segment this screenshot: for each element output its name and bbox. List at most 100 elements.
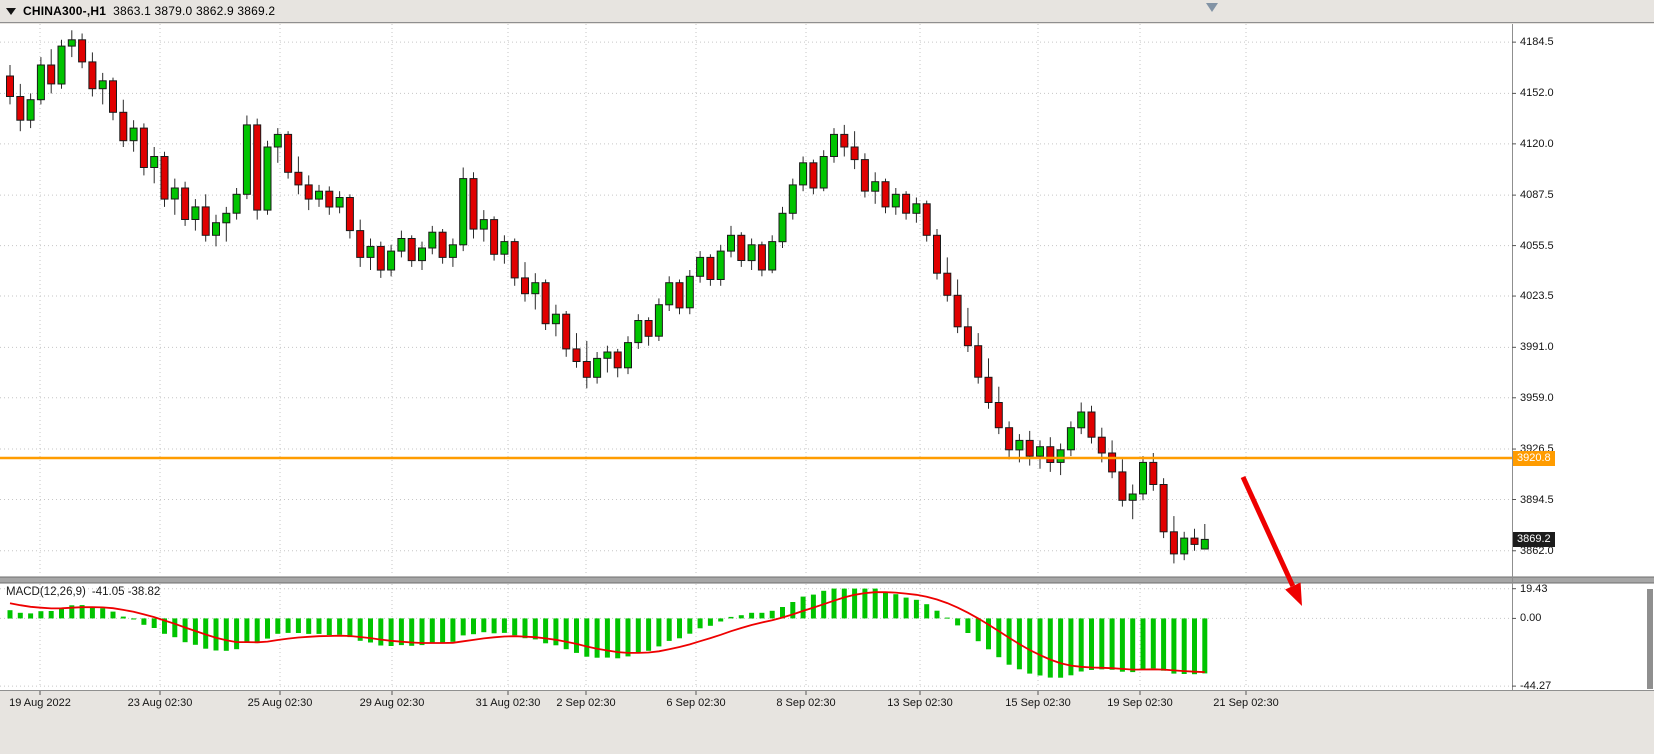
macd-histogram-bar [790,602,796,619]
macd-histogram-bar [162,618,167,634]
candle-bullish [366,245,375,258]
macd-histogram-bar [996,618,1002,658]
macd-histogram-bar [28,613,34,619]
macd-indicator-label: MACD(12,26,9) -41.05 -38.82 [6,586,160,598]
ohlc-readout: 3863.1 3879.0 3862.9 3869.2 [113,4,276,18]
symbol-menu-arrow-icon[interactable] [6,7,16,15]
macd-histogram-bar [965,618,971,633]
macd-histogram-bar [254,618,260,644]
hline-price-tag[interactable]: 3920.8 [1513,450,1555,466]
candle-bullish [716,250,725,281]
candle-bearish [109,80,117,113]
candle-bearish [181,187,190,220]
chart-shift-marker-icon[interactable] [1206,3,1218,12]
time-axis-label: 19 Aug 2022 [9,697,71,709]
macd-histogram-bar [429,618,435,643]
candle-bullish [273,133,282,148]
time-axis-label: 13 Sep 02:30 [887,697,953,709]
candle-bullish [665,282,674,306]
macd-axis-label: 19.43 [1520,582,1548,595]
candle-bearish [139,127,148,169]
candle-bullish [170,187,179,200]
candle-bullish [1066,427,1075,451]
candle-bullish [242,124,251,195]
candle-bullish [98,80,107,90]
price-axis-label: 4055.5 [1520,239,1554,252]
candle-bearish [78,39,87,63]
candle-bullish [747,244,756,262]
candle-bullish [263,146,272,211]
macd-histogram-bar [1006,618,1012,665]
macd-histogram-bar [1109,618,1115,670]
macd-histogram-bar [378,618,384,646]
candle-bearish [933,234,941,274]
macd-histogram-bar [326,618,332,635]
macd-histogram-bar [69,605,75,619]
candle-bearish [902,193,911,214]
macd-histogram-bar [903,597,909,619]
candle-bullish [788,184,797,214]
trend-arrow-head[interactable] [1285,582,1302,607]
macd-histogram-bar [38,611,44,619]
candle-bullish [191,206,200,220]
macd-histogram-bar [522,618,528,639]
candle-bearish [860,159,869,192]
macd-histogram-bar [1181,618,1187,674]
macd-histogram-bar [769,610,775,619]
macd-histogram-bar [646,618,652,651]
candle-bearish [16,96,25,121]
candle-bearish [582,361,591,378]
macd-histogram-bar [388,618,394,646]
candle-bearish [490,219,499,255]
macd-histogram-bar [337,618,343,635]
candle-bullish [67,39,76,47]
candle-bullish [634,320,643,344]
macd-histogram-bar [584,618,590,657]
candle-bearish [304,184,313,200]
candle-bullish [212,222,220,236]
macd-histogram-bar [48,611,54,619]
candle-bearish [984,376,993,403]
macd-histogram-bar [512,618,518,636]
candle-bullish [387,250,396,271]
candle-bullish [593,357,602,378]
candle-bearish [438,231,447,258]
macd-histogram-bar [852,588,858,619]
macd-signal-line [9,591,1205,673]
macd-histogram-bar [553,618,559,646]
macd-histogram-bar [316,618,322,634]
scrollbar-thumb[interactable] [1647,589,1653,689]
time-axis-label: 23 Aug 02:30 [127,697,193,709]
macd-histogram-bar [79,605,85,619]
pane-separator[interactable] [0,577,1654,583]
macd-histogram-bar [738,615,744,619]
macd-histogram-bar [244,618,250,643]
macd-axis-label: 0.00 [1520,612,1542,625]
macd-histogram-bar [666,618,672,641]
candle-bearish [881,181,890,208]
candle-bullish [397,238,406,252]
macd-histogram-bar [275,618,281,634]
candle-bearish [562,313,571,350]
trend-arrow-shaft[interactable] [1240,475,1296,588]
time-axis[interactable]: 19 Aug 2022 23 Aug 02:30 25 Aug 02:30 29 Au… [0,691,1654,717]
candle-bearish [407,238,416,262]
macd-histogram-bar [707,618,713,626]
macd-histogram-bar [306,618,312,634]
candle-bullish [912,203,921,214]
candle-bearish [469,178,478,230]
macd-histogram-bar [151,618,157,628]
candle-bearish [356,230,365,258]
candle-bearish [1097,436,1106,454]
candle-bearish [201,206,210,236]
macd-histogram-bar [1130,618,1136,673]
candle-bearish [510,241,519,279]
candle-bullish [129,127,138,142]
macd-histogram-bar [182,618,188,643]
candle-bullish [891,193,900,208]
macd-histogram-bar [913,599,919,619]
candle-bearish [840,133,849,148]
price-axis[interactable]: 4184.5 4152.0 4120.0 4087.5 4055.5 4023.5 3991… [1513,24,1654,692]
macd-histogram-bar [532,618,538,640]
